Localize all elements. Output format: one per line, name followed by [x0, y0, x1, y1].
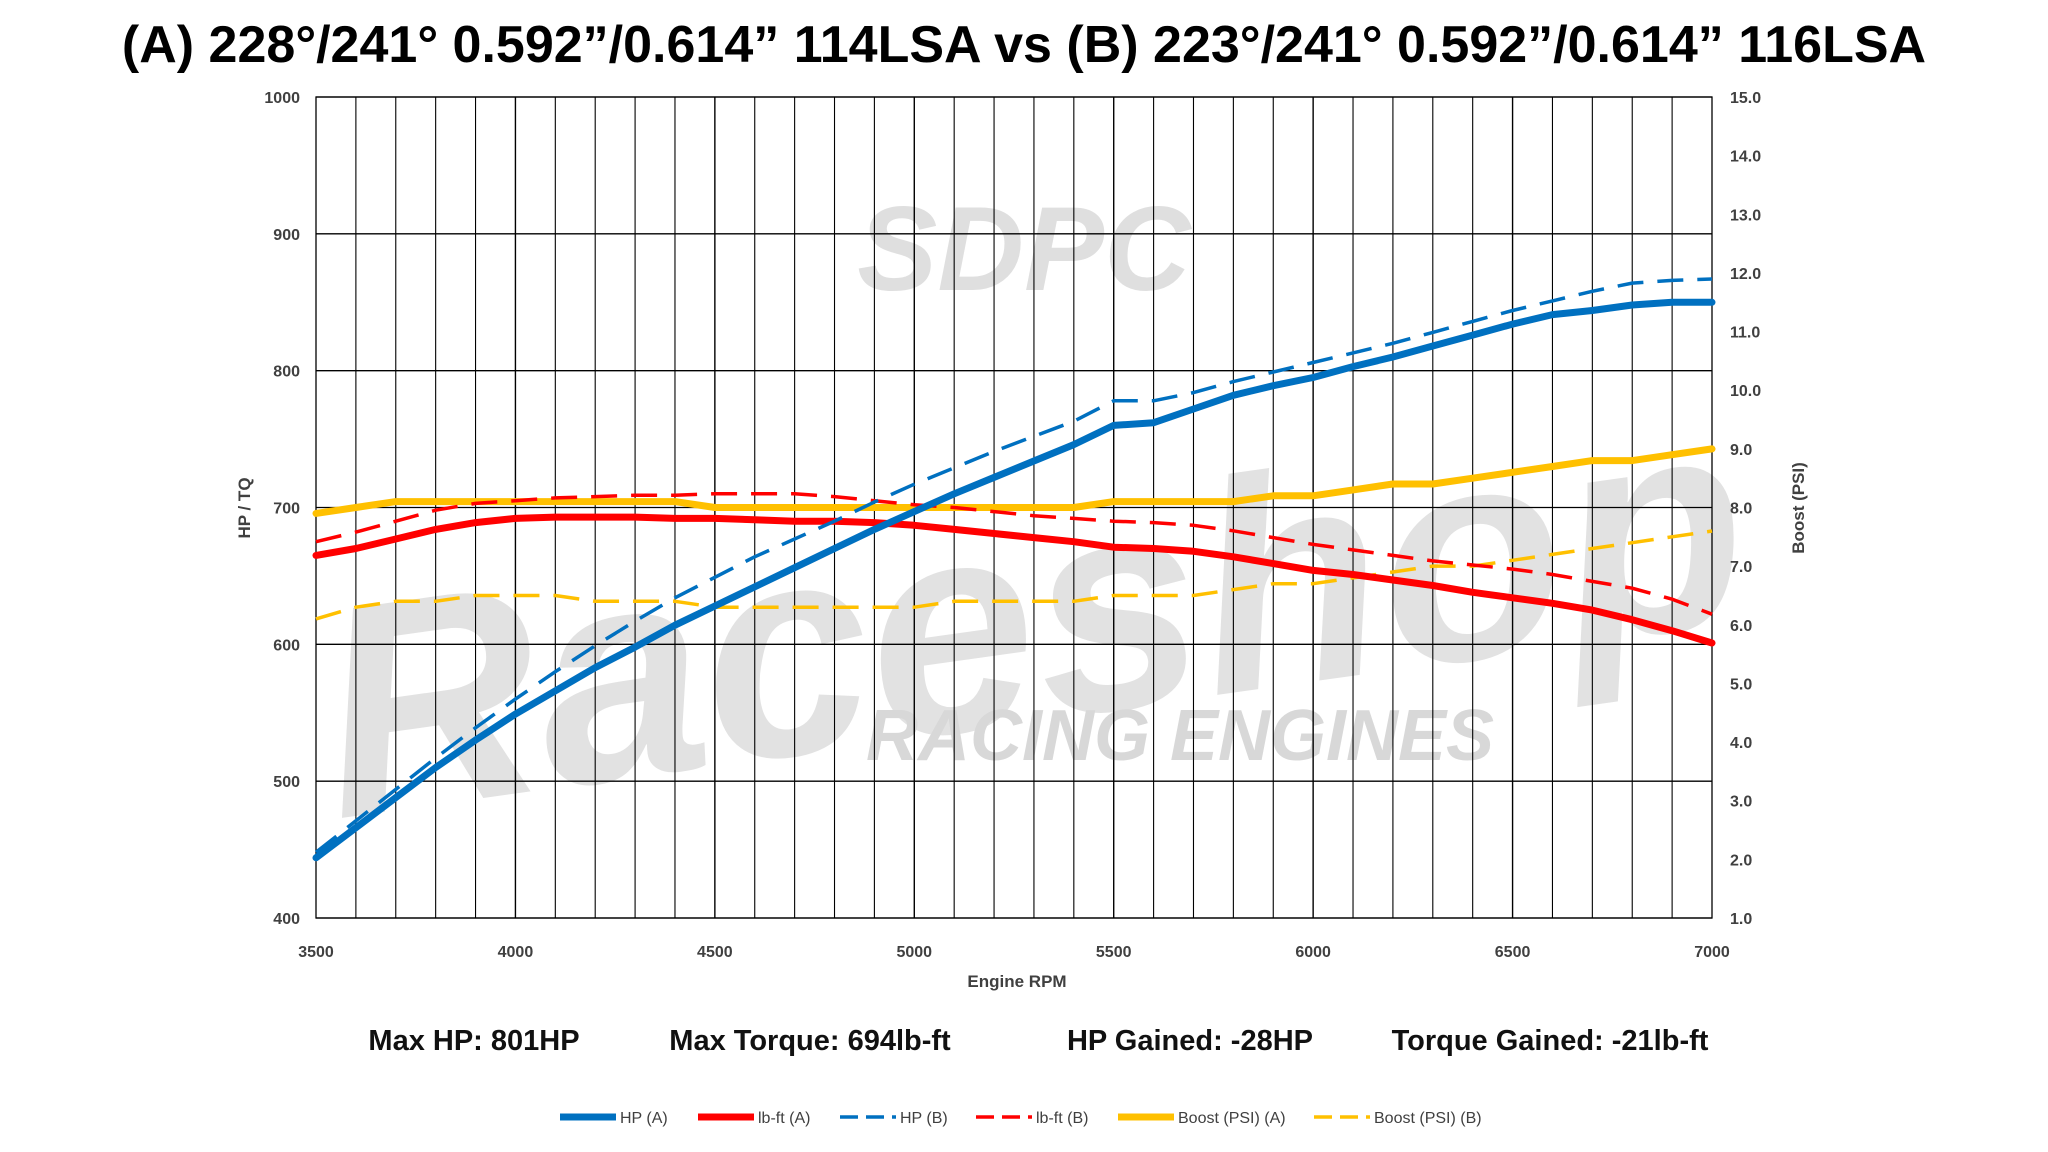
stat-max-torque: Max Torque: 694lb-ft [669, 1025, 951, 1057]
y-tick-label: 800 [273, 364, 300, 381]
x-tick-label: 6500 [1495, 944, 1531, 961]
y2-tick-label: 10.0 [1730, 383, 1761, 400]
watermark-logo: SDPC Raceshop RACING ENGINES [299, 182, 1766, 884]
legend-label: HP (A) [620, 1110, 668, 1127]
y2-tick-label: 8.0 [1730, 501, 1752, 518]
y2-tick-label: 14.0 [1730, 149, 1761, 166]
y-tick-label: 700 [273, 501, 300, 518]
stat-hp-gained: HP Gained: -28HP [1067, 1025, 1313, 1057]
legend-label: HP (B) [900, 1110, 948, 1127]
y2-tick-label: 2.0 [1730, 852, 1752, 869]
y-tick-label: 400 [273, 911, 300, 928]
y2-tick-label: 5.0 [1730, 676, 1752, 693]
legend-label: Boost (PSI) (A) [1178, 1110, 1286, 1127]
chart-title: (A) 228°/241° 0.592”/0.614” 114LSA vs (B… [122, 16, 1926, 74]
x-tick-label: 5000 [896, 944, 932, 961]
y2-tick-label: 9.0 [1730, 442, 1752, 459]
y-tick-label: 1000 [264, 90, 300, 107]
y2-tick-label: 4.0 [1730, 735, 1752, 752]
x-tick-label: 3500 [298, 944, 334, 961]
x-axis-label: Engine RPM [967, 972, 1066, 991]
y-tick-label: 900 [273, 227, 300, 244]
x-tick-label: 6000 [1295, 944, 1331, 961]
x-tick-label: 5500 [1096, 944, 1132, 961]
x-axis: 3500 4000 4500 5000 5500 6000 6500 7000 [298, 944, 1730, 961]
y2-tick-label: 6.0 [1730, 618, 1752, 635]
legend: HP (A) lb-ft (A) HP (B) lb-ft (B) Boost (PSI… [560, 1110, 1482, 1127]
y-axis-left: 400 500 600 700 800 900 1000 [264, 90, 300, 928]
series-line-hp-a [312, 298, 1716, 862]
stat-torque-gained: Torque Gained: -21lb-ft [1392, 1025, 1709, 1057]
y2-tick-label: 12.0 [1730, 266, 1761, 283]
legend-label: lb-ft (B) [1036, 1110, 1088, 1127]
stat-max-hp: Max HP: 801HP [368, 1025, 579, 1057]
series-group [312, 277, 1716, 862]
series-line-lb-ft-a [312, 513, 1716, 647]
y2-axis-label: Boost (PSI) [1789, 462, 1808, 554]
series-line-lb-ft-b [315, 492, 1713, 616]
series-line-boost-psi-a [312, 445, 1716, 517]
y-tick-label: 500 [273, 774, 300, 791]
y-axis-label: HP / TQ [235, 477, 254, 538]
y2-tick-label: 7.0 [1730, 559, 1752, 576]
y2-tick-label: 11.0 [1730, 325, 1760, 342]
y2-tick-label: 1.0 [1730, 911, 1752, 928]
y-tick-label: 600 [273, 637, 300, 654]
y2-tick-label: 15.0 [1730, 90, 1761, 107]
watermark-tagline: RACING ENGINES [866, 696, 1494, 776]
x-tick-label: 4000 [498, 944, 534, 961]
y2-tick-label: 3.0 [1730, 794, 1752, 811]
y2-tick-label: 13.0 [1730, 207, 1761, 224]
y-axis-right: 1.0 2.0 3.0 4.0 5.0 6.0 7.0 8.0 9.0 10.0 11.0 12.0 1… [1730, 90, 1761, 928]
watermark-brand: Raceshop [299, 350, 1766, 884]
legend-label: lb-ft (A) [758, 1110, 810, 1127]
x-tick-label: 4500 [697, 944, 733, 961]
legend-label: Boost (PSI) (B) [1374, 1110, 1482, 1127]
series-line-hp-b [314, 277, 1713, 854]
watermark-sub: SDPC [857, 182, 1193, 316]
x-tick-label: 7000 [1694, 944, 1730, 961]
